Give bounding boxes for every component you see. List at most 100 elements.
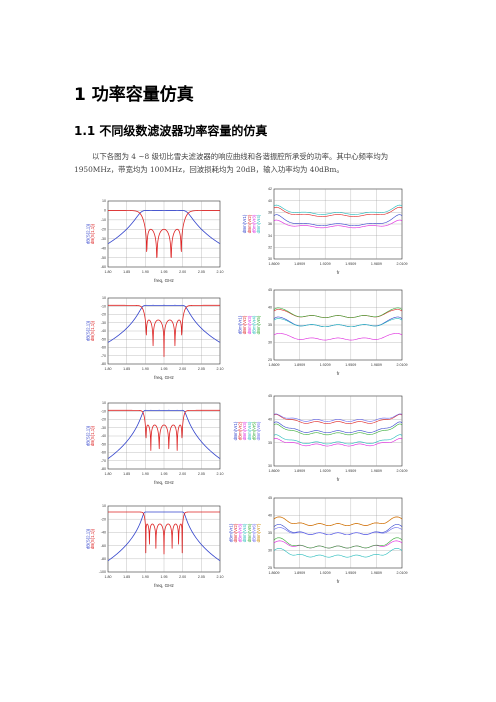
y-tick-label: 32	[268, 246, 272, 250]
x-tick-label: 2.00	[179, 270, 186, 274]
plot-frame	[273, 395, 403, 467]
x-tick-label: 1.8909	[294, 363, 305, 367]
x-tick-label: 1.80	[105, 472, 112, 476]
y-tick-label: -80	[101, 467, 106, 471]
x-tick-label: 1.95	[161, 575, 168, 579]
series-resonator-power-line	[273, 413, 403, 422]
x-tick-label: 2.00	[179, 472, 186, 476]
y-axis-label: dBm(Vr7)	[256, 523, 261, 542]
x-tick-label: 2.10	[217, 270, 224, 274]
y-tick-label: 45	[268, 288, 272, 292]
y-tick-label: -20	[101, 313, 106, 317]
x-tick-label: 1.9509	[345, 363, 356, 367]
x-tick-label: 2.10	[217, 575, 224, 579]
x-axis-label: freq, GHz	[154, 375, 174, 380]
x-tick-label: 1.8609	[269, 363, 280, 367]
y-axis-label: dB(S(1,1))	[90, 223, 95, 244]
y-tick-label: 30	[268, 549, 272, 553]
x-axis-label: freq, GHz	[154, 480, 174, 485]
x-tick-label: 2.00	[179, 367, 186, 371]
x-tick-label: 1.9809	[371, 363, 382, 367]
y-axis-label: dBm(Vr6)	[251, 523, 256, 542]
x-tick-label: 1.8909	[294, 262, 305, 266]
series-resonator-power-line	[273, 548, 403, 558]
y-tick-label: -40	[101, 329, 106, 333]
series-resonator-power-line	[273, 434, 403, 445]
series-resonator-power-line	[273, 537, 403, 549]
y-axis-label: dBm(Vr3)	[242, 421, 247, 440]
chart-order5-response: 1.80 1.85 1.90 1.95 2.00 2.05 2.10 10 -10 -20 -30 -…	[78, 294, 226, 382]
y-tick-label: -70	[101, 354, 106, 358]
y-tick-label: -70	[101, 459, 106, 463]
x-tick-label: 1.8609	[269, 571, 280, 575]
y-axis-label: dBm(Vr2)	[233, 523, 238, 542]
x-tick-label: 1.85	[123, 367, 130, 371]
y-tick-label: -30	[101, 237, 106, 241]
y-axis-label: dB(S(1,1))	[90, 320, 95, 341]
y-tick-label: 45	[268, 394, 272, 398]
x-tick-label: 1.8909	[294, 571, 305, 575]
y-axis-label: dB(S(1,1))	[90, 528, 95, 549]
chart-order7-response: 1.80 1.85 1.90 1.95 2.00 2.05 2.10 10 -20 -40 -60 -…	[78, 502, 226, 590]
y-tick-label: 34	[268, 234, 272, 238]
y-tick-label: 45	[268, 496, 272, 500]
series-s11-line	[107, 409, 221, 451]
x-tick-label: 2.10	[217, 472, 224, 476]
y-axis-label: dB(S(2,1))	[85, 528, 90, 549]
x-tick-label: 2.05	[198, 575, 205, 579]
series-resonator-power-line	[273, 204, 403, 215]
x-tick-label: 1.85	[123, 472, 130, 476]
x-tick-label: 1.8909	[294, 469, 305, 473]
y-axis-label: dBm(Vr4)	[256, 214, 261, 233]
chart-order6-response: 1.80 1.85 1.90 1.95 2.00 2.05 2.10 10 -10 -20 -30 -…	[78, 399, 226, 487]
y-axis-label: dBm(Vr1)	[242, 214, 247, 233]
y-tick-label: 30	[268, 464, 272, 468]
y-tick-label: -60	[101, 265, 106, 269]
y-axis-label: dBm(Vr2)	[242, 315, 247, 334]
series-resonator-power-line	[273, 219, 403, 229]
chart-order7-power: 1.8609 1.8909 1.9209 1.9509 1.9809 2.0109 45 40…	[228, 494, 408, 586]
y-axis-label: dBm(Vr3)	[238, 523, 243, 542]
chart-order4-power: 1.8609 1.8909 1.9209 1.9509 1.9809 2.0109 42 40…	[242, 185, 408, 277]
x-axis-label: fr	[337, 477, 340, 482]
y-axis-label: dBm(Vr4)	[242, 523, 247, 542]
x-tick-label: 1.9809	[371, 262, 382, 266]
y-tick-label: 35	[268, 441, 272, 445]
y-axis-label: dBm(Vr1)	[233, 421, 238, 440]
y-tick-label: -50	[101, 256, 106, 260]
series-s11-line	[107, 304, 221, 358]
x-tick-label: 2.0109	[397, 571, 408, 575]
x-tick-label: 2.0109	[397, 262, 408, 266]
x-tick-label: 1.90	[142, 575, 149, 579]
x-tick-label: 1.9509	[345, 571, 356, 575]
intro-paragraph: 以下各图为 4 ~8 级切比雪夫滤波器的响应曲线和各谐振腔所承受的功率。其中心频…	[74, 152, 389, 174]
x-tick-label: 1.9209	[320, 469, 331, 473]
chart-order6-power: 1.8609 1.8909 1.9209 1.9509 1.9809 2.0109 45 40…	[233, 392, 408, 484]
y-tick-label: 25	[268, 358, 272, 362]
series-resonator-power-line	[273, 333, 403, 341]
chart-order4-response: 1.80 1.85 1.90 1.95 2.00 2.05 2.10 10 0 -10 -20 -30…	[78, 197, 226, 285]
series-s11-line	[107, 511, 221, 555]
x-tick-label: 2.00	[179, 575, 186, 579]
y-tick-label: -60	[101, 451, 106, 455]
x-tick-label: 2.05	[198, 472, 205, 476]
x-axis-label: freq, GHz	[154, 278, 174, 283]
y-axis-label: dB(S(1,1))	[90, 425, 95, 446]
y-axis-label: dBm(Vr4)	[251, 315, 256, 334]
x-tick-label: 1.95	[161, 472, 168, 476]
x-tick-label: 1.90	[142, 472, 149, 476]
y-tick-label: -40	[101, 434, 106, 438]
y-tick-label: 40	[268, 418, 272, 422]
y-tick-label: -40	[101, 246, 106, 250]
y-tick-label: -80	[101, 362, 106, 366]
y-tick-label: 35	[268, 323, 272, 327]
y-tick-label: 0	[104, 209, 106, 213]
y-axis-label: dBm(Vr3)	[251, 214, 256, 233]
x-tick-label: 1.9809	[371, 469, 382, 473]
y-tick-label: 42	[268, 187, 272, 191]
y-tick-label: -40	[101, 531, 106, 535]
y-axis-label: dBm(Vr3)	[247, 315, 252, 334]
y-tick-label: 40	[268, 306, 272, 310]
series-resonator-power-line	[273, 307, 403, 318]
x-tick-label: 1.9809	[371, 571, 382, 575]
